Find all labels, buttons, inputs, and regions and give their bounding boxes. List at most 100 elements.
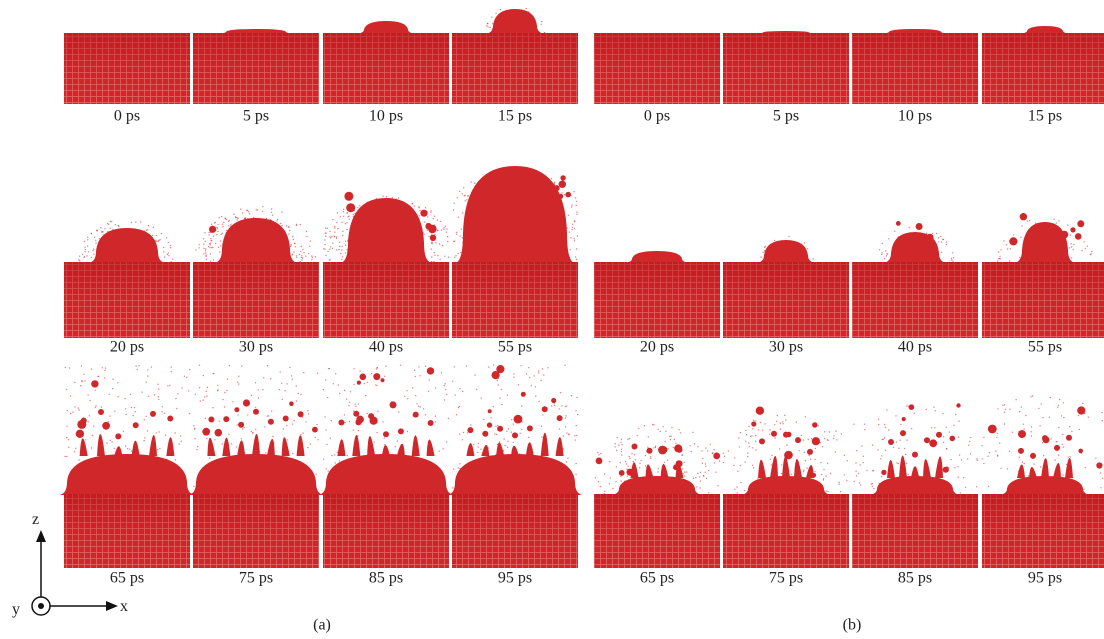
particle	[108, 393, 110, 395]
particle	[166, 253, 169, 255]
particle	[276, 220, 278, 222]
particle	[871, 485, 873, 488]
particle	[132, 414, 134, 417]
time-label: 5 ps	[773, 108, 799, 125]
particle	[597, 481, 600, 483]
particle	[529, 376, 531, 379]
particle	[281, 211, 283, 213]
particle	[90, 256, 93, 259]
particle	[808, 454, 810, 457]
frame: 95 ps	[981, 395, 1104, 587]
finger	[899, 455, 907, 478]
particle	[205, 255, 207, 257]
particle	[487, 26, 489, 28]
particle	[573, 220, 576, 223]
particle	[377, 410, 379, 413]
particle	[559, 391, 562, 394]
particle	[339, 241, 341, 243]
cluster	[425, 223, 433, 230]
particle	[336, 212, 339, 214]
particle	[295, 223, 298, 226]
particle	[541, 436, 543, 438]
particle	[802, 471, 805, 473]
particle	[288, 233, 290, 235]
particle	[499, 8, 502, 11]
particle	[953, 424, 955, 426]
particle	[428, 235, 430, 237]
particle	[609, 477, 611, 479]
particle	[359, 205, 361, 207]
particle	[291, 378, 293, 380]
particle	[208, 243, 211, 245]
particle	[204, 250, 207, 252]
particle	[722, 452, 724, 454]
particle	[950, 257, 952, 259]
particle	[682, 473, 685, 475]
particle	[568, 433, 570, 435]
particle	[212, 246, 214, 248]
particle	[506, 394, 509, 396]
particle	[87, 239, 89, 241]
cluster	[565, 191, 571, 198]
particle	[631, 453, 633, 455]
particle	[969, 453, 972, 455]
particle	[460, 228, 462, 230]
particle	[1059, 398, 1061, 401]
particle	[470, 424, 472, 426]
finger	[166, 437, 175, 456]
particle	[237, 217, 239, 220]
particle	[474, 182, 476, 184]
particle	[188, 390, 190, 392]
finger-tip	[338, 419, 345, 426]
particle	[329, 236, 331, 238]
cluster	[881, 469, 887, 476]
particle	[98, 238, 101, 240]
cluster	[915, 223, 923, 230]
particle	[145, 229, 148, 231]
particle	[165, 237, 168, 239]
particle	[769, 429, 771, 431]
particle	[1028, 219, 1031, 222]
particle	[576, 413, 579, 416]
particle	[1002, 404, 1004, 406]
cluster	[1096, 462, 1103, 469]
frame: 95 ps	[447, 364, 583, 587]
particle	[1025, 414, 1027, 417]
particle	[634, 459, 637, 461]
particle	[855, 462, 857, 464]
finger-tip	[646, 447, 653, 454]
particle	[286, 439, 289, 441]
particle	[618, 444, 620, 446]
particle	[348, 404, 350, 407]
finger	[758, 459, 766, 478]
particle	[1003, 404, 1006, 406]
particle	[96, 229, 98, 231]
particle	[1040, 466, 1042, 468]
particle	[840, 433, 842, 435]
particle	[129, 393, 132, 395]
frame: 55 ps	[982, 213, 1104, 356]
particle	[853, 423, 855, 425]
particle	[161, 406, 163, 408]
particle	[147, 395, 150, 397]
particle	[898, 447, 900, 449]
particle	[738, 446, 740, 448]
finger-tip	[253, 408, 259, 415]
cluster	[908, 404, 915, 411]
particle	[575, 258, 578, 261]
particle	[1081, 249, 1083, 252]
particle	[112, 378, 114, 380]
particle	[769, 458, 771, 460]
particle	[905, 462, 908, 465]
particle	[176, 407, 178, 410]
particle	[301, 416, 304, 418]
particle	[411, 202, 414, 205]
finger	[496, 442, 505, 456]
particle	[456, 231, 458, 234]
finger-tip	[1042, 435, 1048, 442]
particle	[335, 236, 338, 238]
particle	[1055, 222, 1058, 224]
particle	[101, 367, 104, 369]
substrate-shade	[193, 262, 319, 338]
particle	[406, 430, 409, 433]
